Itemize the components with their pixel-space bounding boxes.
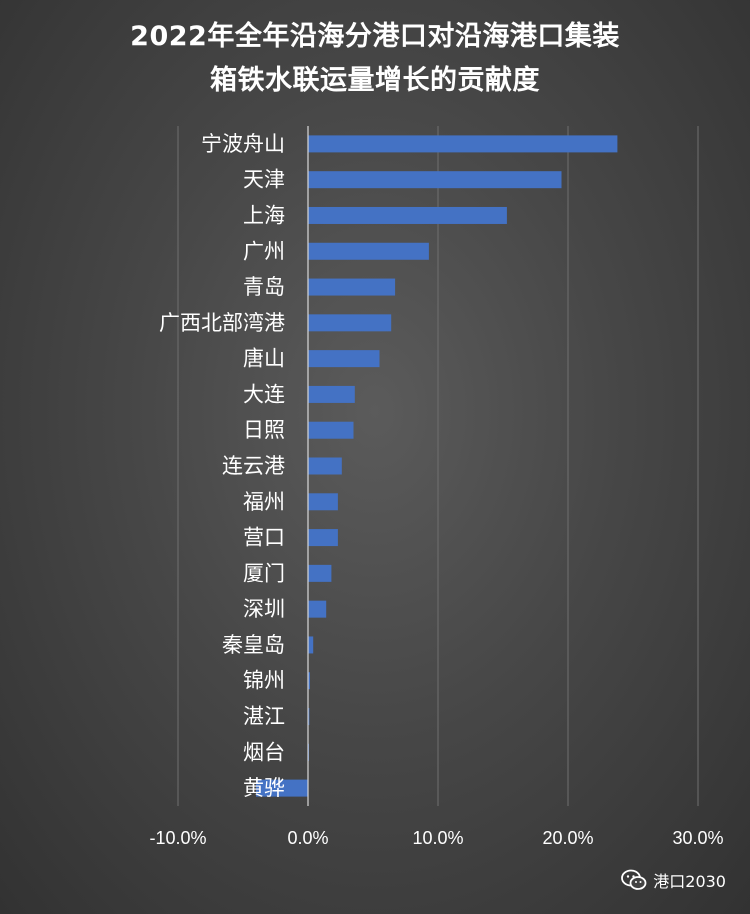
category-label: 湛江 bbox=[243, 705, 285, 729]
bar bbox=[308, 135, 618, 153]
category-label: 深圳 bbox=[243, 597, 285, 621]
category-label: 日照 bbox=[243, 418, 285, 442]
bar bbox=[308, 206, 507, 224]
category-label: 广西北部湾港 bbox=[159, 311, 285, 335]
category-label: 营口 bbox=[243, 526, 285, 550]
wechat-icon bbox=[621, 869, 647, 890]
bar bbox=[308, 564, 332, 582]
bar bbox=[308, 350, 380, 368]
category-label: 黄骅 bbox=[243, 776, 285, 800]
category-label: 烟台 bbox=[243, 740, 285, 764]
x-tick-label: 20.0% bbox=[542, 828, 593, 848]
x-tick-label: -10.0% bbox=[149, 828, 206, 848]
bar bbox=[308, 600, 327, 618]
category-label: 上海 bbox=[243, 203, 285, 227]
category-label: 厦门 bbox=[243, 561, 285, 585]
bar bbox=[308, 421, 354, 439]
category-label: 连云港 bbox=[222, 454, 285, 478]
category-label: 青岛 bbox=[243, 275, 285, 299]
watermark-text: 港口2030 bbox=[653, 872, 726, 891]
bar bbox=[308, 636, 314, 654]
category-label: 唐山 bbox=[243, 347, 285, 371]
x-tick-label: 10.0% bbox=[412, 828, 463, 848]
bar bbox=[308, 493, 338, 511]
bar bbox=[308, 529, 338, 547]
chart-title-line-1: 2022年全年沿海分港口对沿海港口集装 bbox=[130, 21, 620, 52]
category-label: 大连 bbox=[243, 382, 285, 406]
x-tick-label: 30.0% bbox=[672, 828, 723, 848]
bar bbox=[308, 171, 562, 189]
bar bbox=[308, 242, 429, 260]
bar bbox=[308, 457, 342, 475]
bar bbox=[308, 708, 310, 726]
bar bbox=[308, 385, 355, 403]
category-label: 宁波舟山 bbox=[201, 132, 285, 156]
category-label: 天津 bbox=[243, 168, 285, 192]
bar bbox=[308, 672, 310, 690]
bar bbox=[308, 278, 396, 296]
category-label: 广州 bbox=[243, 239, 285, 263]
bar bbox=[308, 314, 392, 332]
category-label: 福州 bbox=[243, 490, 285, 514]
chart-title-line-2: 箱铁水联运量增长的贡献度 bbox=[210, 65, 540, 96]
x-tick-label: 0.0% bbox=[287, 828, 328, 848]
category-label: 秦皇岛 bbox=[222, 633, 285, 657]
bar bbox=[256, 779, 308, 797]
category-label: 锦州 bbox=[243, 669, 285, 693]
watermark: 港口2030 bbox=[621, 868, 726, 892]
